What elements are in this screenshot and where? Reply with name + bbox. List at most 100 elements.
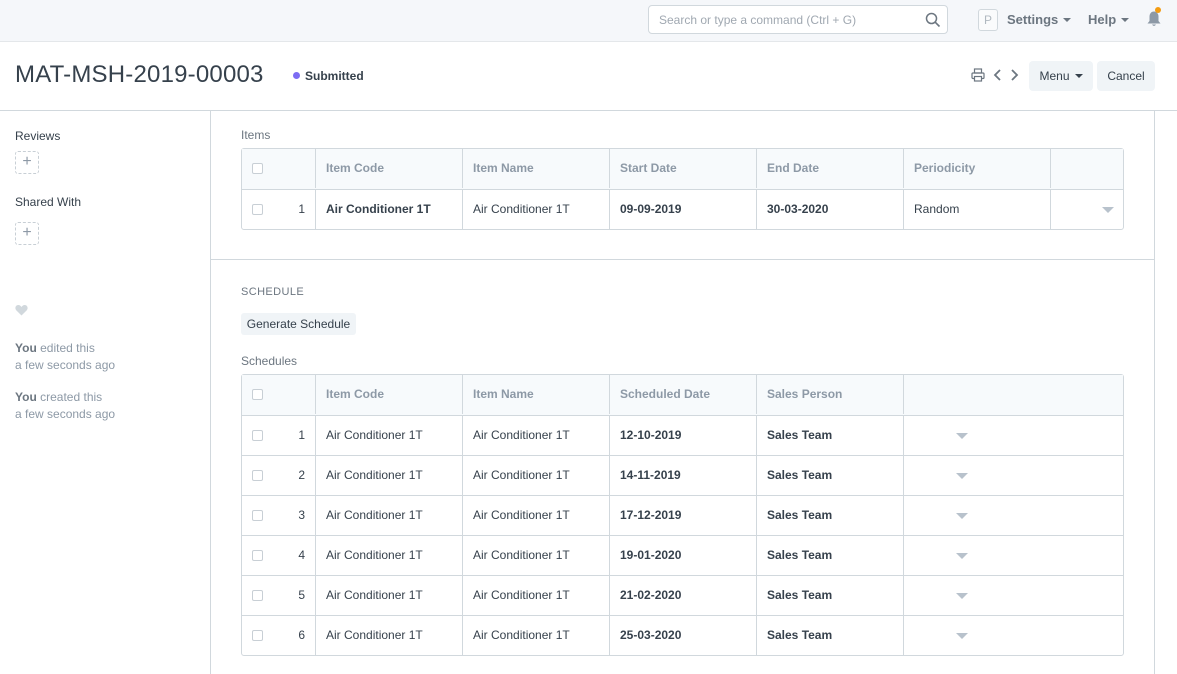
item-name-cell[interactable]: Air Conditioner 1T (462, 456, 609, 495)
timeline-actor: You (15, 341, 37, 355)
select-all-checkbox[interactable] (252, 389, 263, 400)
generate-schedule-button[interactable]: Generate Schedule (241, 313, 356, 335)
row-index: 2 (298, 468, 305, 482)
add-share-button[interactable]: + (15, 222, 39, 245)
search-input[interactable] (649, 6, 919, 33)
section-divider (211, 259, 1154, 260)
row-index: 6 (298, 628, 305, 642)
item-name-cell[interactable]: Air Conditioner 1T (462, 416, 609, 455)
column-header-actions (903, 375, 1123, 414)
row-select-cell: 1 (242, 190, 315, 229)
dropdown-arrow-icon[interactable] (1102, 207, 1114, 213)
sales-person-cell[interactable]: Sales Team (756, 456, 903, 495)
row-checkbox[interactable] (252, 510, 263, 521)
dropdown-arrow-icon[interactable] (956, 433, 968, 439)
scheduled-date-cell[interactable]: 19-01-2020 (609, 536, 756, 575)
start-date-cell[interactable]: 09-09-2019 (609, 190, 756, 229)
menu-button[interactable]: Menu (1029, 61, 1093, 91)
settings-label: Settings (1007, 12, 1059, 27)
dropdown-arrow-icon[interactable] (956, 593, 968, 599)
column-header: Periodicity (903, 149, 1050, 188)
item-code-value: Air Conditioner 1T (326, 202, 431, 216)
dropdown-arrow-icon[interactable] (956, 633, 968, 639)
sales-person-value: Sales Team (767, 428, 833, 442)
item-name-cell[interactable]: Air Conditioner 1T (462, 616, 609, 655)
select-all-checkbox[interactable] (252, 163, 263, 174)
settings-dropdown[interactable]: Settings (1007, 12, 1072, 27)
row-checkbox[interactable] (252, 550, 263, 561)
sales-person-cell[interactable]: Sales Team (756, 576, 903, 615)
row-actions-cell (903, 536, 1123, 575)
table-row[interactable]: 2 Air Conditioner 1T Air Conditioner 1T … (242, 455, 1123, 495)
avatar[interactable]: P (978, 9, 998, 31)
table-row[interactable]: 6 Air Conditioner 1T Air Conditioner 1T … (242, 615, 1123, 655)
table-row[interactable]: 4 Air Conditioner 1T Air Conditioner 1T … (242, 535, 1123, 575)
scheduled-date-cell[interactable]: 17-12-2019 (609, 496, 756, 535)
dropdown-arrow-icon[interactable] (956, 553, 968, 559)
chevron-down-icon (1063, 17, 1072, 22)
timeline-item: You edited this a few seconds ago (15, 340, 115, 374)
chevron-left-icon[interactable] (991, 68, 1005, 82)
cancel-button[interactable]: Cancel (1097, 61, 1155, 91)
sales-person-value: Sales Team (767, 548, 833, 562)
item-code-cell[interactable]: Air Conditioner 1T (315, 496, 462, 535)
table-row[interactable]: 3 Air Conditioner 1T Air Conditioner 1T … (242, 495, 1123, 535)
scheduled-date-cell[interactable]: 25-03-2020 (609, 616, 756, 655)
row-select-cell: 6 (242, 616, 315, 655)
search-icon[interactable] (925, 12, 941, 28)
scheduled-date-cell[interactable]: 21-02-2020 (609, 576, 756, 615)
row-checkbox[interactable] (252, 590, 263, 601)
bell-icon[interactable] (1146, 10, 1162, 28)
dropdown-arrow-icon[interactable] (956, 513, 968, 519)
table-row[interactable]: 5 Air Conditioner 1T Air Conditioner 1T … (242, 575, 1123, 615)
start-date-value: 09-09-2019 (620, 202, 682, 216)
heart-icon[interactable] (15, 304, 28, 316)
item-code-cell[interactable]: Air Conditioner 1T (315, 536, 462, 575)
scheduled-date-value: 21-02-2020 (620, 588, 682, 602)
item-code-cell[interactable]: Air Conditioner 1T (315, 616, 462, 655)
form-body (210, 111, 1155, 674)
end-date-cell[interactable]: 30-03-2020 (756, 190, 903, 229)
item-name-cell[interactable]: Air Conditioner 1T (462, 496, 609, 535)
row-index: 1 (298, 428, 305, 442)
row-checkbox[interactable] (252, 470, 263, 481)
item-code-cell[interactable]: Air Conditioner 1T (315, 416, 462, 455)
table-row[interactable]: 1 Air Conditioner 1T Air Conditioner 1T … (242, 189, 1123, 229)
schedules-label: Schedules (241, 354, 298, 368)
status-dot (293, 72, 300, 80)
sales-person-value: Sales Team (767, 628, 833, 642)
sales-person-value: Sales Team (767, 508, 833, 522)
column-header: Scheduled Date (609, 375, 756, 414)
chevron-right-icon[interactable] (1007, 68, 1021, 82)
print-icon[interactable] (971, 68, 985, 82)
row-actions-cell (1050, 190, 1123, 229)
help-dropdown[interactable]: Help (1088, 12, 1130, 27)
item-code-cell[interactable]: Air Conditioner 1T (315, 576, 462, 615)
sales-person-cell[interactable]: Sales Team (756, 616, 903, 655)
row-checkbox[interactable] (252, 430, 263, 441)
notification-dot (1155, 7, 1161, 13)
scheduled-date-cell[interactable]: 12-10-2019 (609, 416, 756, 455)
item-name-cell[interactable]: Air Conditioner 1T (462, 536, 609, 575)
dropdown-arrow-icon[interactable] (956, 473, 968, 479)
item-name-cell[interactable]: Air Conditioner 1T (462, 190, 609, 229)
item-name-cell[interactable]: Air Conditioner 1T (462, 576, 609, 615)
scheduled-date-value: 14-11-2019 (620, 468, 681, 482)
sales-person-cell[interactable]: Sales Team (756, 536, 903, 575)
scheduled-date-value: 25-03-2020 (620, 628, 682, 642)
item-code-cell[interactable]: Air Conditioner 1T (315, 190, 462, 229)
row-checkbox[interactable] (252, 204, 263, 215)
item-code-cell[interactable]: Air Conditioner 1T (315, 456, 462, 495)
page-head-divider (0, 110, 1177, 111)
scheduled-date-cell[interactable]: 14-11-2019 (609, 456, 756, 495)
sales-person-cell[interactable]: Sales Team (756, 496, 903, 535)
table-row[interactable]: 1 Air Conditioner 1T Air Conditioner 1T … (242, 415, 1123, 455)
add-review-button[interactable]: + (15, 151, 39, 174)
search-bar[interactable] (648, 5, 948, 34)
row-actions-cell (903, 496, 1123, 535)
periodicity-cell[interactable]: Random (903, 190, 1050, 229)
row-checkbox[interactable] (252, 630, 263, 641)
sales-person-cell[interactable]: Sales Team (756, 416, 903, 455)
shared-with-heading: Shared With (15, 195, 82, 209)
row-actions-cell (903, 456, 1123, 495)
